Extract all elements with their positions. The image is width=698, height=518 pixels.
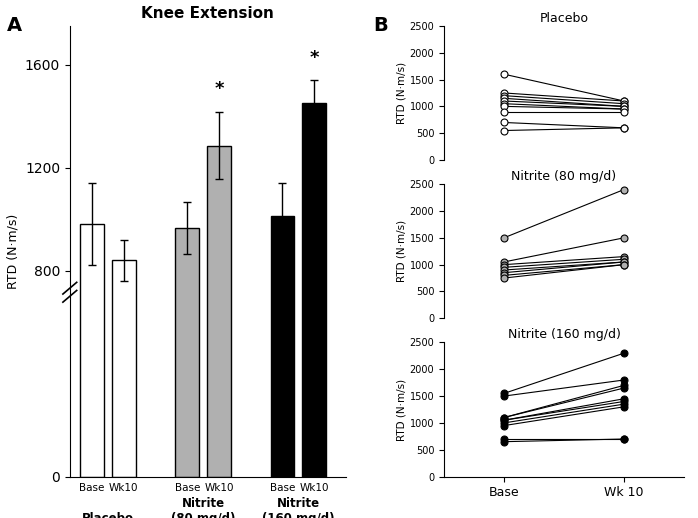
Title: Knee Extension: Knee Extension xyxy=(142,6,274,21)
Text: Nitrite
(160 mg/d): Nitrite (160 mg/d) xyxy=(262,497,334,518)
Title: Nitrite (160 mg/d): Nitrite (160 mg/d) xyxy=(507,328,621,341)
Text: Nitrite
(80 mg/d): Nitrite (80 mg/d) xyxy=(171,497,235,518)
Bar xyxy=(207,146,231,477)
Title: Placebo: Placebo xyxy=(540,12,588,25)
Text: *: * xyxy=(309,49,319,67)
Text: A: A xyxy=(7,16,22,35)
Text: *: * xyxy=(214,80,223,98)
Text: B: B xyxy=(373,16,388,35)
Bar xyxy=(80,224,104,477)
Y-axis label: RTD (N·m/s): RTD (N·m/s) xyxy=(396,379,407,441)
Text: Placebo: Placebo xyxy=(82,512,134,518)
Bar xyxy=(271,217,295,477)
Bar xyxy=(175,228,199,477)
Y-axis label: RTD (N·m/s): RTD (N·m/s) xyxy=(6,213,20,289)
Title: Nitrite (80 mg/d): Nitrite (80 mg/d) xyxy=(512,170,616,183)
Bar xyxy=(302,103,326,477)
Y-axis label: RTD (N·m/s): RTD (N·m/s) xyxy=(396,62,407,124)
Bar xyxy=(112,260,135,477)
Y-axis label: RTD (N·m/s): RTD (N·m/s) xyxy=(396,220,407,282)
